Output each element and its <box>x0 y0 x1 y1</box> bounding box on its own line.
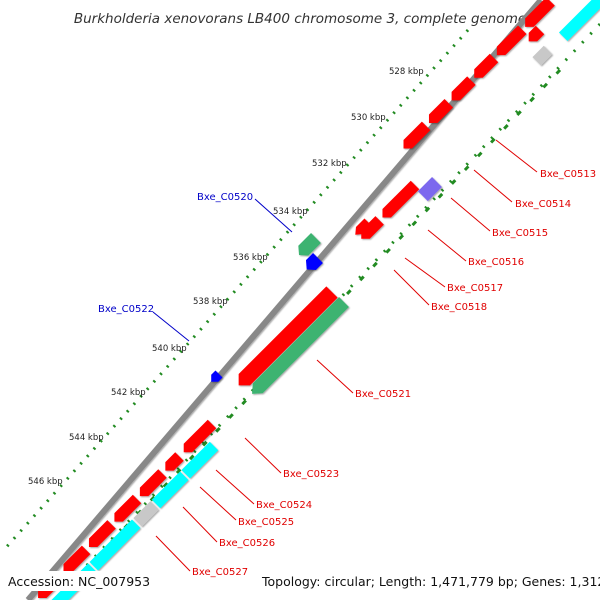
cds-feature[interactable] <box>524 25 545 46</box>
tick-label: 534 kbp <box>273 207 308 217</box>
topology-bg <box>258 571 596 591</box>
gene-label[interactable]: Bxe_C0524 <box>256 500 312 511</box>
gene-label[interactable]: Bxe_C0513 <box>540 169 596 180</box>
cds-feature[interactable] <box>399 121 431 153</box>
gene-label[interactable]: Bxe_C0525 <box>238 517 294 528</box>
tick-label: 530 kbp <box>351 113 386 123</box>
orf-feature[interactable] <box>247 297 349 399</box>
tick-label: 528 kbp <box>389 67 424 77</box>
tick-label: 544 kbp <box>69 433 104 443</box>
accession-bg <box>4 571 149 591</box>
cds-feature[interactable] <box>521 0 555 31</box>
cds-feature[interactable] <box>352 218 372 238</box>
cds-feature[interactable] <box>378 180 420 222</box>
gene-label[interactable]: Bxe_C0520 <box>197 192 253 203</box>
gene-label[interactable]: Bxe_C0526 <box>219 538 275 549</box>
tick-label: 532 kbp <box>312 159 347 169</box>
tick-labels: 528 kbp 530 kbp 532 kbp 534 kbp 536 kbp … <box>28 67 424 487</box>
rna-feature[interactable] <box>89 519 141 571</box>
gene-labels: Bxe_C0520 Bxe_C0522 Bxe_C0513 Bxe_C0514 … <box>98 169 596 578</box>
orf-feature[interactable] <box>294 233 321 260</box>
cds-feature[interactable] <box>425 98 454 127</box>
topology-text: Topology: circular; Length: 1,471,779 bp… <box>261 574 600 589</box>
gene-label[interactable]: Bxe_C0522 <box>98 304 154 315</box>
red-connectors <box>155 139 538 572</box>
neutral-feature[interactable] <box>532 45 553 66</box>
highlight-feature[interactable] <box>302 253 323 274</box>
gene-label[interactable]: Bxe_C0516 <box>468 257 524 268</box>
blue-connectors <box>152 198 293 342</box>
gene-label[interactable]: Bxe_C0521 <box>355 389 411 400</box>
cds-feature[interactable] <box>493 25 527 59</box>
cds-feature[interactable] <box>233 286 338 391</box>
cds-feature[interactable] <box>179 419 217 457</box>
gene-label[interactable]: Bxe_C0517 <box>447 283 503 294</box>
rna-feature[interactable] <box>558 0 600 42</box>
cds-feature[interactable] <box>110 494 142 526</box>
cds-feature[interactable] <box>357 216 384 243</box>
neutral-feature[interactable] <box>133 501 159 527</box>
tick-label: 540 kbp <box>152 344 187 354</box>
gene-label[interactable]: Bxe_C0527 <box>192 567 248 578</box>
tick-label: 536 kbp <box>233 253 268 263</box>
gene-label[interactable]: Bxe_C0518 <box>431 302 487 313</box>
rna-feature[interactable] <box>181 441 219 479</box>
gene-track <box>38 0 600 600</box>
rna-feature[interactable] <box>151 471 189 509</box>
accession-text: Accession: NC_007953 <box>8 574 150 589</box>
outer-dotted-ring <box>0 29 470 553</box>
cds-feature[interactable] <box>136 469 167 500</box>
cds-feature[interactable] <box>470 53 499 82</box>
tick-label: 538 kbp <box>193 297 228 307</box>
violet-feature[interactable] <box>417 177 442 202</box>
highlight-feature[interactable] <box>208 370 223 385</box>
map-title: Burkholderia xenovorans LB400 chromosome… <box>74 11 526 27</box>
tick-label: 546 kbp <box>28 477 63 487</box>
gene-label[interactable]: Bxe_C0515 <box>492 228 548 239</box>
cds-feature[interactable] <box>447 76 476 104</box>
cds-feature[interactable] <box>59 545 91 577</box>
tick-label: 542 kbp <box>111 388 146 398</box>
cds-feature[interactable] <box>85 520 116 551</box>
cds-feature[interactable] <box>161 452 184 475</box>
gene-label[interactable]: Bxe_C0523 <box>283 469 339 480</box>
gene-label[interactable]: Bxe_C0514 <box>515 199 571 210</box>
